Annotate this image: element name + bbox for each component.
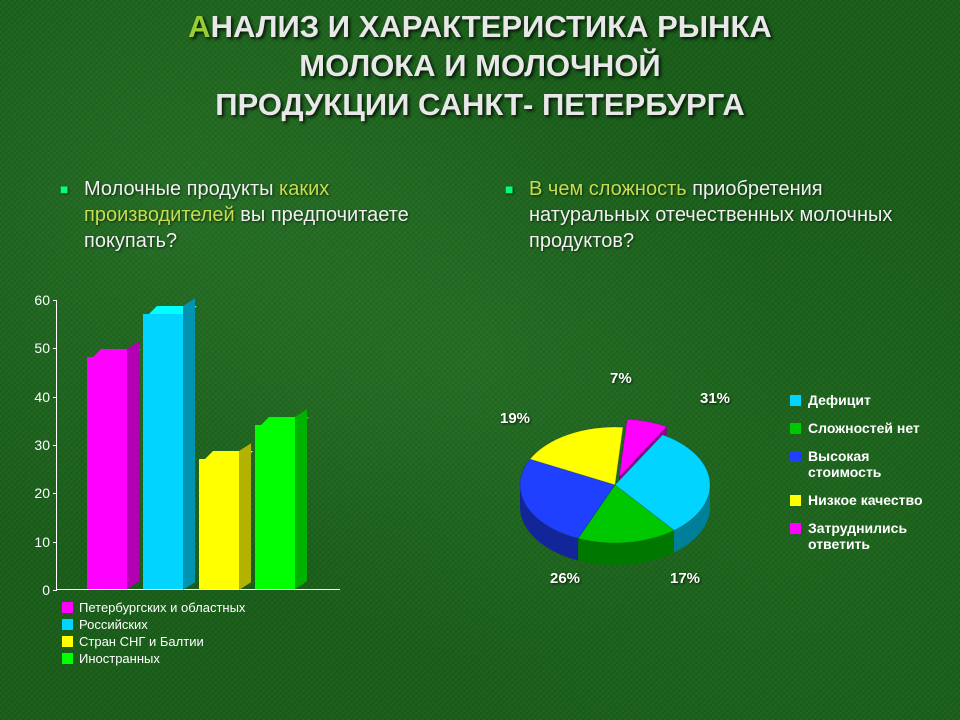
legend-swatch <box>62 653 73 664</box>
bar-y-tick: 60 <box>34 292 50 308</box>
legend-label: Низкое качество <box>808 492 923 508</box>
pie-chart: 31% 17% 26% 19% 7% <box>490 370 740 590</box>
legend-label: Дефицит <box>808 392 871 408</box>
title-line3: ПРОДУКЦИИ САНКТ- ПЕТЕРБУРГА <box>215 87 744 122</box>
legend-swatch <box>790 451 801 462</box>
bar-y-axis: 0102030405060 <box>20 300 56 590</box>
bar <box>255 425 295 589</box>
title-accent-char: А <box>188 9 210 44</box>
bar <box>199 459 239 590</box>
question-left: Молочные продукты каких производителей в… <box>60 176 485 254</box>
bar <box>143 314 183 590</box>
legend-swatch <box>62 602 73 613</box>
legend-label: Петербургских и областных <box>79 600 245 615</box>
legend-label: Затруднились ответить <box>808 520 940 552</box>
bar-y-tick: 40 <box>34 389 50 405</box>
bar <box>87 357 127 589</box>
legend-swatch <box>790 495 801 506</box>
pie-legend-item: Дефицит <box>790 392 940 408</box>
pie-slice-label: 7% <box>610 370 632 387</box>
q-right-highlight: В чем сложность <box>529 178 687 200</box>
pie-slice-label: 26% <box>550 570 580 587</box>
bar-legend-item: Стран СНГ и Балтии <box>62 634 340 649</box>
pie-legend-item: Низкое качество <box>790 492 940 508</box>
pie-legend: Дефицит Сложностей нет Высокая стоимость Ни… <box>790 380 940 564</box>
pie-slice-label: 31% <box>700 390 730 407</box>
pie-legend-item: Сложностей нет <box>790 420 940 436</box>
legend-swatch <box>790 395 801 406</box>
legend-label: Стран СНГ и Балтии <box>79 634 204 649</box>
pie-slice-label: 17% <box>670 570 700 587</box>
title-line2: МОЛОКА И МОЛОЧНОЙ <box>299 48 660 83</box>
bar-plot-area: 0102030405060 <box>56 300 340 590</box>
legend-label: Высокая стоимость <box>808 448 940 480</box>
legend-label: Российских <box>79 617 148 632</box>
legend-swatch <box>62 636 73 647</box>
bar-y-tick: 50 <box>34 340 50 356</box>
pie-legend-item: Высокая стоимость <box>790 448 940 480</box>
bar-chart: 0102030405060 Петербургских и областных Р… <box>20 300 340 668</box>
legend-swatch <box>790 523 801 534</box>
bar-legend-item: Иностранных <box>62 651 340 666</box>
title-text: АНАЛИЗ И ХАРАКТЕРИСТИКА РЫНКА МОЛОКА И М… <box>40 8 920 124</box>
slide-title: АНАЛИЗ И ХАРАКТЕРИСТИКА РЫНКА МОЛОКА И М… <box>0 8 960 124</box>
title-line1: НАЛИЗ И ХАРАКТЕРИСТИКА РЫНКА <box>211 9 772 44</box>
bar-legend: Петербургских и областных Российских Стран… <box>62 600 340 666</box>
bar-legend-item: Петербургских и областных <box>62 600 340 615</box>
legend-swatch <box>790 423 801 434</box>
pie-slice-label: 19% <box>500 410 530 427</box>
bar-y-tick: 20 <box>34 485 50 501</box>
bar-y-tick: 30 <box>34 437 50 453</box>
question-row: Молочные продукты каких производителей в… <box>60 176 930 254</box>
bar-legend-item: Российских <box>62 617 340 632</box>
question-right: В чем сложность приобретения натуральных… <box>505 176 930 254</box>
bar-bars-area <box>56 300 340 590</box>
pie-legend-item: Затруднились ответить <box>790 520 940 552</box>
bar-y-tick: 10 <box>34 534 50 550</box>
bar-y-tick: 0 <box>42 582 50 598</box>
legend-label: Сложностей нет <box>808 420 920 436</box>
q-left-part0: Молочные продукты <box>84 178 279 200</box>
legend-label: Иностранных <box>79 651 160 666</box>
legend-swatch <box>62 619 73 630</box>
